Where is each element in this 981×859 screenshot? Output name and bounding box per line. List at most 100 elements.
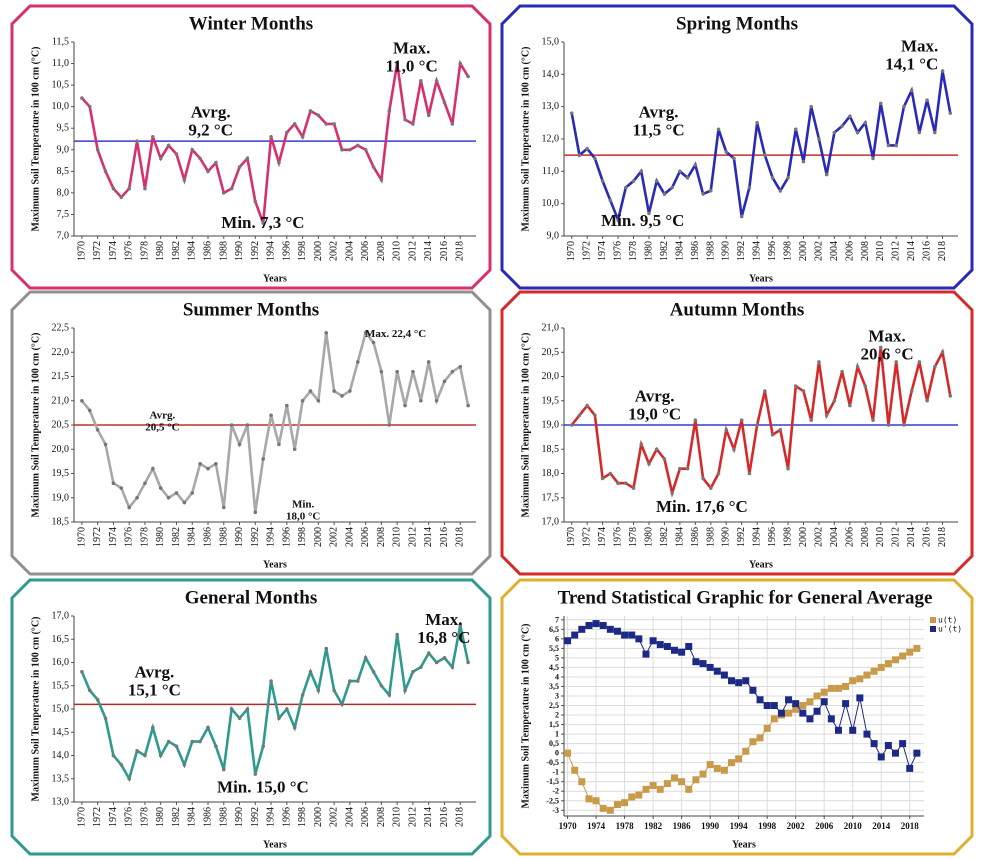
- point: [600, 476, 605, 481]
- point: [902, 423, 906, 427]
- point: [466, 660, 470, 665]
- y-tick-label: -2,5: [546, 796, 559, 805]
- point: [777, 709, 785, 717]
- point: [221, 191, 226, 195]
- point: [716, 127, 721, 132]
- y-axis-label: Maximum Soil Temperature in 100 cm (°C): [521, 47, 532, 232]
- x-tick-label: 2006: [360, 527, 371, 547]
- point: [300, 135, 305, 139]
- point: [685, 466, 690, 471]
- point: [411, 122, 415, 126]
- y-tick-label: 14,0: [542, 69, 560, 80]
- point: [355, 679, 360, 683]
- y-tick-label: 5,5: [549, 644, 559, 653]
- x-tick-label: 1982: [659, 241, 670, 261]
- point: [886, 423, 891, 427]
- x-tick-label: 2014: [906, 241, 917, 261]
- x-tick-label: 2002: [329, 527, 340, 547]
- y-tick-label: 9,0: [547, 231, 560, 242]
- point: [143, 186, 147, 191]
- point: [466, 403, 470, 408]
- point: [135, 495, 139, 500]
- y-tick-label: 10,5: [52, 80, 70, 91]
- x-tick-label: 1988: [705, 241, 716, 261]
- point: [80, 398, 84, 403]
- x-tick-label: 1976: [124, 807, 135, 827]
- point: [426, 113, 431, 118]
- point: [214, 744, 218, 748]
- point: [856, 675, 864, 683]
- point: [190, 491, 195, 495]
- point: [285, 707, 289, 711]
- x-tick-label: 1978: [139, 807, 150, 827]
- point: [820, 698, 828, 706]
- point: [613, 627, 621, 635]
- point: [742, 677, 750, 685]
- point: [747, 185, 752, 190]
- x-tick-label: 1984: [187, 527, 198, 547]
- point: [363, 147, 368, 152]
- point: [182, 178, 187, 182]
- point: [237, 716, 242, 721]
- x-tick-label: 1994: [266, 241, 277, 261]
- point: [355, 143, 360, 148]
- point: [913, 749, 921, 757]
- point: [654, 179, 659, 183]
- point: [713, 764, 721, 772]
- point: [348, 147, 352, 152]
- x-tick-label: 1974: [597, 241, 608, 261]
- annotation: 19,0 °C: [628, 404, 681, 423]
- x-tick-label: 2006: [844, 527, 855, 547]
- point: [592, 620, 600, 628]
- annotation: Avrg.: [639, 102, 679, 121]
- point: [877, 753, 885, 761]
- x-tick-label: 2008: [860, 527, 871, 547]
- point: [621, 631, 629, 639]
- point: [269, 135, 273, 139]
- x-tick-label: 1998: [783, 527, 794, 547]
- point: [300, 398, 305, 403]
- x-tick-label: 1990: [701, 821, 720, 831]
- point: [606, 625, 614, 633]
- point: [87, 104, 92, 109]
- y-tick-label: 10,0: [542, 198, 560, 209]
- point: [834, 684, 842, 692]
- point: [720, 766, 728, 774]
- point: [799, 709, 807, 717]
- point: [371, 165, 376, 169]
- x-tick-label: 1972: [582, 241, 593, 261]
- annotation: Max.: [393, 38, 430, 57]
- point: [824, 172, 829, 177]
- point: [434, 398, 439, 403]
- point: [442, 656, 447, 660]
- point: [434, 79, 439, 83]
- x-tick-label: 1988: [218, 807, 229, 827]
- point: [628, 631, 636, 639]
- point: [332, 688, 336, 693]
- point: [95, 147, 100, 152]
- point: [261, 457, 265, 461]
- y-tick-label: 8,5: [57, 166, 70, 177]
- point: [348, 679, 352, 683]
- point: [933, 365, 937, 369]
- y-tick-label: 6: [555, 634, 559, 643]
- point: [891, 749, 899, 757]
- point: [340, 394, 344, 398]
- annotation: Max. 22,4 °C: [365, 328, 426, 340]
- point: [716, 471, 721, 476]
- x-tick-label: 2018: [937, 527, 948, 547]
- x-tick-label: 1978: [139, 527, 150, 547]
- point: [670, 185, 674, 190]
- x-tick-label: 2002: [813, 527, 824, 547]
- point: [261, 221, 265, 225]
- point: [245, 156, 250, 161]
- point: [419, 665, 423, 669]
- point: [158, 156, 163, 161]
- point: [143, 481, 147, 486]
- annotation: Max.: [868, 326, 905, 345]
- point: [292, 122, 297, 126]
- point: [403, 688, 407, 693]
- x-tick-label: 1990: [721, 527, 732, 547]
- point: [806, 715, 814, 723]
- y-axis-label: Maximum Soil Temperature in 100 cm (°C): [521, 624, 532, 809]
